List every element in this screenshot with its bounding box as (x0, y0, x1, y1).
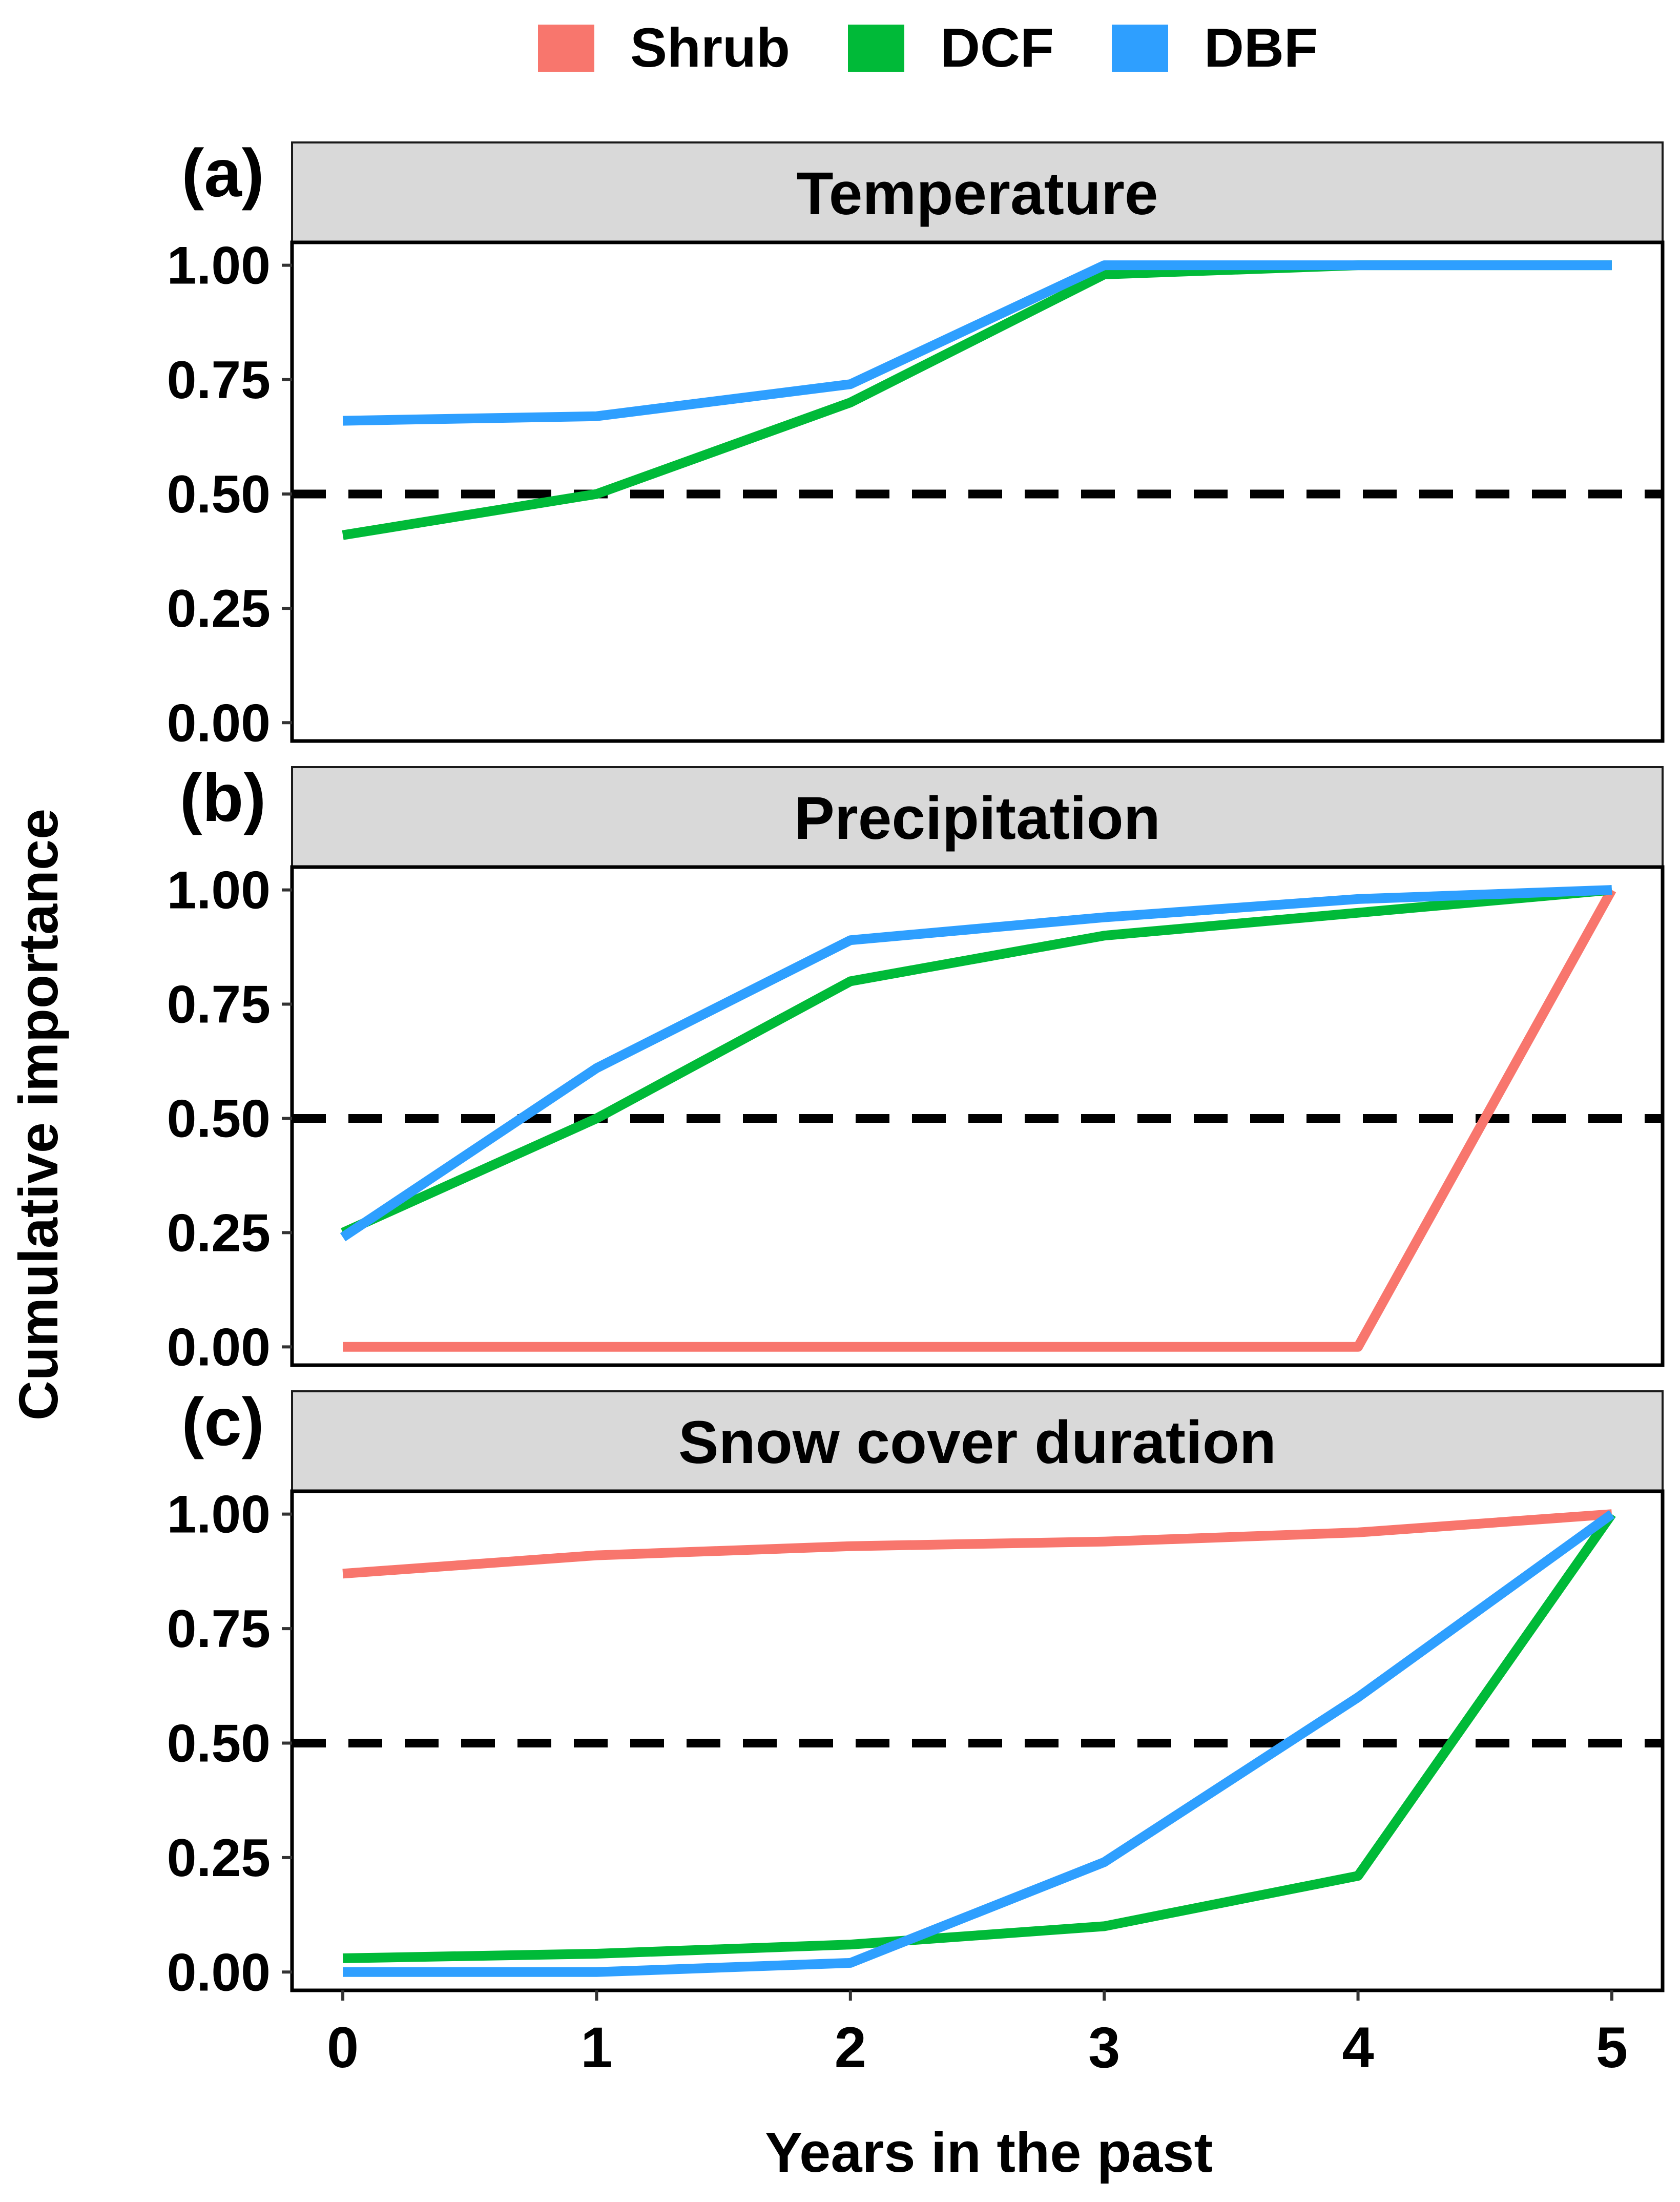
x-tick-label: 3 (1088, 2015, 1120, 2080)
x-tick-label: 2 (835, 2015, 866, 2080)
panel-b-title: Precipitation (794, 785, 1160, 852)
legend-key-dcf (848, 25, 904, 72)
legend-label-shrub: Shrub (630, 16, 790, 78)
x-tick-label: 1 (580, 2015, 612, 2080)
panel-a-y-tick-label: 0.50 (167, 465, 271, 524)
x-tick-label: 0 (327, 2015, 359, 2080)
panel-b-strip (291, 766, 1664, 868)
panel-b-y-tick-label: 0.00 (167, 1318, 271, 1377)
panel-c-line-dcf (342, 1511, 1616, 1963)
panel-a-tag: (a) (181, 135, 264, 211)
legend-label-dcf: DCF (940, 16, 1054, 78)
panel-b-y-tick-label: 1.00 (167, 861, 271, 920)
panel-b-line-dcf (341, 885, 1612, 1238)
panel-b-y-tick-label: 0.75 (167, 975, 271, 1035)
legend-key-dbf (1112, 25, 1168, 72)
panel-c-y-tick-label: 0.25 (167, 1828, 271, 1888)
panel-c-y-tick-label: 0.00 (167, 1943, 271, 2002)
panel-a: Temperature (a) 0.00 0.25 0.50 0.75 1.00 (167, 135, 1665, 753)
panel-b-y-tick-label: 0.50 (167, 1089, 271, 1148)
panel-c: Snow cover duration (c) 0.00 0.25 0.50 0.75 1.… (167, 1384, 1665, 2080)
panel-a-y-tick-label: 0.00 (167, 693, 271, 753)
panel-b-line-dbf (340, 885, 1612, 1242)
panel-b-line-shrub (343, 887, 1616, 1352)
panel-c-y-tick-label: 1.00 (167, 1485, 271, 1545)
x-tick-label: 5 (1596, 2015, 1628, 2080)
panels: Temperature(a)0.000.250.500.751.00Precip… (167, 135, 1665, 2080)
panel-b-tag: (b) (180, 760, 266, 835)
panel-c-y-tick-label: 0.50 (167, 1714, 271, 1773)
panel-c-title: Snow cover duration (678, 1409, 1276, 1476)
legend-label-dbf: DBF (1204, 16, 1318, 78)
panel-b-y-tick-label: 0.25 (167, 1203, 271, 1263)
panel-a-y-tick-label: 0.75 (167, 351, 271, 410)
panel-a-title: Temperature (796, 160, 1158, 228)
panel-b: Precipitation (b) 0.00 0.25 0.50 0.75 1.00 (167, 760, 1665, 1377)
panel-c-y-tick-label: 0.75 (167, 1599, 271, 1659)
legend: Shrub DCF DBF (538, 16, 1318, 78)
panel-a-line-dbf (342, 260, 1612, 426)
panel-c-line-dbf (343, 1510, 1615, 1977)
panel-c-line-shrub (342, 1509, 1612, 1579)
legend-key-shrub (538, 25, 594, 72)
y-axis-title: Cumulative importance (7, 809, 69, 1421)
panel-a-y-tick-label: 1.00 (167, 236, 271, 296)
panel-a-strip (291, 141, 1664, 243)
panel-c-tag: (c) (181, 1384, 264, 1459)
x-tick-label: 4 (1342, 2015, 1374, 2080)
x-axis-title: Years in the past (765, 2121, 1213, 2184)
panel-a-y-tick-label: 0.25 (167, 579, 271, 639)
